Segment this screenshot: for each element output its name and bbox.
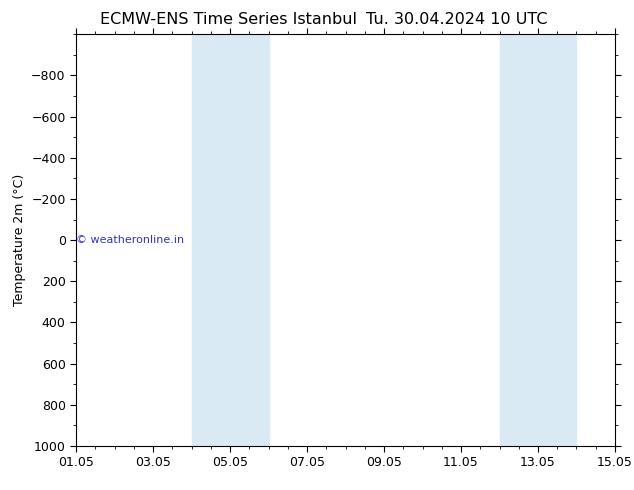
Bar	[191, 34, 269, 446]
Y-axis label: Temperature 2m (°C): Temperature 2m (°C)	[13, 174, 25, 306]
Text: © weatheronline.in: © weatheronline.in	[76, 235, 184, 245]
Text: Tu. 30.04.2024 10 UTC: Tu. 30.04.2024 10 UTC	[366, 12, 547, 27]
Bar	[500, 34, 576, 446]
Text: ECMW-ENS Time Series Istanbul: ECMW-ENS Time Series Istanbul	[100, 12, 357, 27]
